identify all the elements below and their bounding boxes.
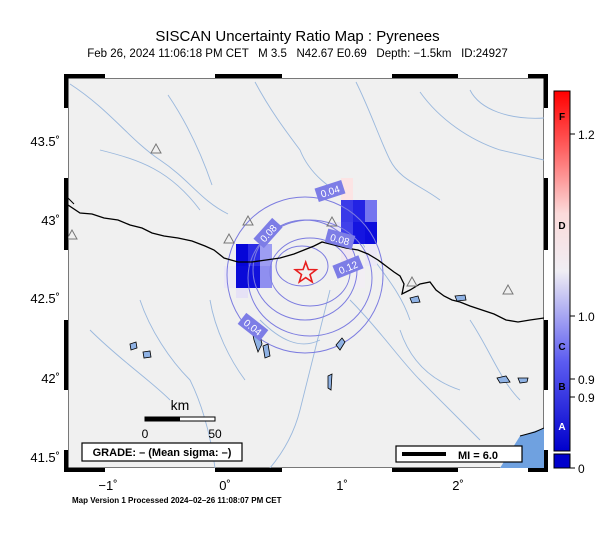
- mi-text: MI = 6.0: [458, 450, 498, 462]
- colorbar-grade: D: [558, 221, 565, 232]
- colorbar-value: 1.0: [578, 310, 595, 324]
- triangle-icon: [68, 228, 78, 240]
- scale-bar: km 0 50: [142, 397, 222, 441]
- latitude-labels: 43.5˚ 43˚ 42.5˚ 42˚ 41.5˚: [30, 134, 60, 465]
- border-line: [68, 204, 544, 323]
- lat-tick-label: 41.5˚: [30, 450, 60, 465]
- triangle-icon: [326, 215, 338, 227]
- lon-tick-label: 2˚: [452, 478, 464, 493]
- grade-box: GRADE: – (Mean sigma: –): [81, 442, 243, 462]
- colorbar-value: 0.9: [578, 391, 595, 405]
- processing-footer: Map Version 1 Processed 2024–02–26 11:08…: [72, 496, 282, 505]
- grade-text: GRADE: – (Mean sigma: –): [93, 447, 232, 459]
- triangle-icon: [223, 232, 235, 244]
- triangle-icon: [150, 142, 162, 154]
- lat-tick-label: 42˚: [41, 371, 60, 386]
- map-area[interactable]: [67, 77, 545, 469]
- scale-start: 0: [142, 427, 149, 441]
- station-markers: [68, 142, 514, 295]
- mi-box: MI = 6.0: [395, 445, 523, 463]
- rivers: [69, 81, 544, 468]
- colorbar-grade: F: [559, 112, 565, 123]
- lakes: [129, 294, 529, 391]
- scale-end: 50: [208, 427, 222, 441]
- colorbar-grade: C: [558, 342, 565, 353]
- colorbar: F D C B A 1.2 1.0 0.9 0.9 0: [553, 90, 595, 476]
- colorbar-grade: A: [558, 422, 565, 433]
- colorbar-value: 0.9: [578, 373, 595, 387]
- triangle-icon: [406, 275, 418, 287]
- lon-tick-label: 1˚: [336, 478, 348, 493]
- triangle-icon: [502, 283, 514, 295]
- colorbar-value: 0: [578, 462, 585, 476]
- scale-unit: km: [171, 397, 190, 413]
- lat-tick-label: 43˚: [41, 213, 60, 228]
- triangle-icon: [242, 214, 254, 226]
- longitude-labels: −1˚ 0˚ 1˚ 2˚: [98, 478, 463, 493]
- lat-tick-label: 43.5˚: [30, 134, 60, 149]
- colorbar-grade: B: [558, 382, 565, 393]
- uncertainty-contours: [226, 196, 384, 354]
- lat-tick-label: 42.5˚: [30, 291, 60, 306]
- event-info: Feb 26, 2024 11:06:18 PM CET M 3.5 N42.6…: [87, 48, 508, 60]
- contour-label: 0.08: [329, 233, 351, 249]
- coastline: [68, 197, 544, 437]
- star-icon[interactable]: [293, 259, 319, 284]
- map-frame-ticks-light: [64, 74, 548, 472]
- map-title: SISCAN Uncertainty Ratio Map : Pyrenees: [155, 28, 440, 45]
- uncertainty-cells: [224, 178, 377, 298]
- lon-tick-label: 0˚: [219, 478, 231, 493]
- lon-tick-label: −1˚: [98, 478, 117, 493]
- colorbar-value: 1.2: [578, 128, 595, 142]
